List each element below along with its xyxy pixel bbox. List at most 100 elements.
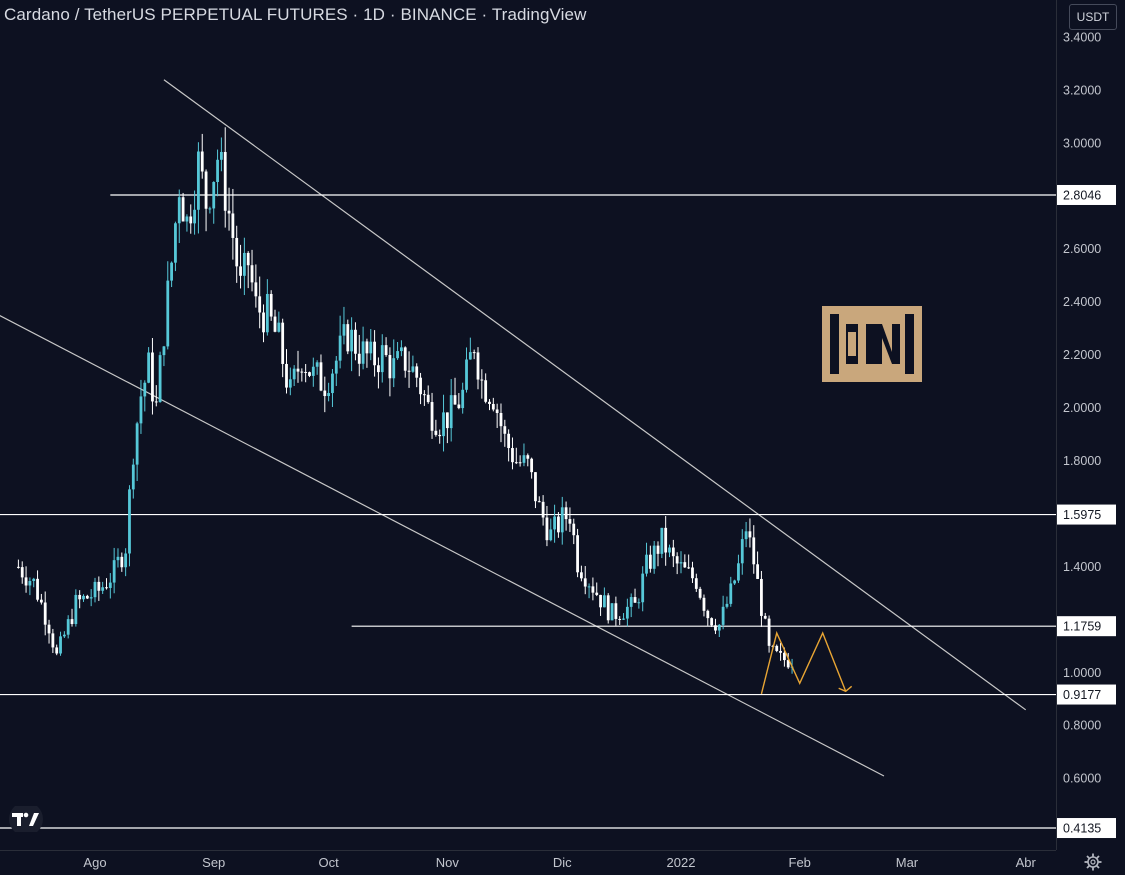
candle-body: [411, 366, 415, 372]
candle-body: [698, 588, 702, 598]
candle-body: [545, 517, 549, 541]
y-tick-label: 1.8000: [1063, 454, 1101, 468]
candle-body: [400, 347, 403, 352]
candle-body: [641, 573, 645, 603]
candle-body: [269, 293, 273, 317]
candle-body: [465, 359, 468, 390]
candle-body: [419, 377, 422, 395]
candle-body: [664, 527, 668, 553]
candle-body: [17, 566, 20, 568]
candle-body: [189, 216, 193, 224]
candle-body: [560, 507, 564, 533]
candle-body: [304, 371, 308, 373]
candle-body: [710, 618, 714, 626]
candle-body: [235, 237, 239, 267]
candle-body: [537, 501, 541, 503]
candle-body: [491, 403, 495, 410]
candle-body: [694, 578, 698, 589]
candle-body: [319, 362, 323, 391]
price-axis-divider: [1056, 0, 1057, 850]
candle-body: [476, 352, 480, 380]
candle-body: [422, 394, 426, 396]
candle-body: [484, 380, 488, 402]
candle-body: [614, 603, 618, 619]
tradingview-logo-icon[interactable]: [8, 806, 44, 832]
candle-body: [786, 660, 790, 668]
candle-body: [93, 581, 97, 598]
candle-body: [281, 322, 285, 364]
candle-body: [683, 562, 687, 568]
candle-body: [595, 592, 599, 595]
candle-body: [254, 282, 258, 297]
candle-body: [212, 181, 216, 209]
candle-body: [488, 401, 491, 404]
candle-body: [430, 402, 434, 431]
x-tick-label: Ago: [83, 855, 106, 870]
candle-body: [327, 393, 331, 397]
candle-body: [740, 539, 744, 564]
candle-body: [480, 379, 484, 381]
candle-body: [668, 547, 671, 553]
candle-body: [373, 341, 376, 366]
candle-body: [181, 197, 185, 222]
date-axis-divider: [0, 850, 1056, 851]
candle-body: [174, 223, 177, 263]
candle-body: [200, 151, 204, 172]
candle-body: [553, 516, 556, 530]
candle-body: [315, 362, 319, 367]
candle-body: [652, 545, 656, 569]
candle-body: [438, 434, 442, 437]
y-tick-label: 1.0000: [1063, 666, 1101, 680]
candle-body: [323, 390, 327, 397]
candle-body: [779, 650, 782, 653]
candle-body: [526, 455, 530, 459]
candle-body: [648, 554, 652, 569]
x-tick-label: Nov: [436, 855, 460, 870]
candle-body: [744, 531, 748, 540]
candle-body: [108, 582, 112, 588]
candle-body: [625, 606, 629, 619]
candle-body: [499, 412, 503, 427]
candle-body: [783, 652, 786, 661]
candle-body: [549, 529, 553, 541]
chart-title: Cardano / TetherUS PERPETUAL FUTURES · 1…: [4, 5, 587, 24]
y-tick-label: 0.8000: [1063, 719, 1101, 733]
level-price-label: 0.4135: [1063, 822, 1101, 836]
candle-body: [223, 151, 227, 211]
gear-icon[interactable]: [1083, 852, 1103, 872]
candle-body: [514, 462, 518, 464]
candle-body: [602, 595, 606, 608]
candle-body: [357, 353, 361, 364]
candle-body: [541, 501, 545, 518]
y-tick-label: 3.4000: [1063, 30, 1101, 44]
upper-channel-trendline: [163, 79, 1027, 711]
candle-body: [369, 341, 373, 354]
candle-body: [120, 556, 124, 568]
candle-body: [645, 554, 648, 574]
candle-body: [396, 351, 399, 359]
candle-body: [568, 519, 572, 524]
level-price-tag: [1057, 684, 1116, 705]
candle-body: [285, 363, 288, 388]
x-tick-label: 2022: [667, 855, 696, 870]
candle-body: [426, 394, 430, 403]
candle-body: [219, 151, 223, 160]
candle-body: [334, 360, 338, 374]
candle-body: [610, 603, 614, 621]
candle-body: [691, 567, 694, 579]
level-price-tag: [1057, 616, 1116, 637]
candle-body: [377, 365, 380, 373]
candle-body: [392, 358, 396, 379]
candle-body: [388, 355, 392, 379]
candle-body: [143, 382, 147, 397]
x-tick-label: Oct: [319, 855, 340, 870]
candle-body: [246, 252, 250, 266]
currency-button[interactable]: USDT: [1069, 4, 1117, 30]
x-tick-label: Feb: [789, 855, 811, 870]
candle-body: [39, 599, 43, 603]
candle-body: [354, 329, 357, 354]
candle-body: [250, 265, 254, 283]
candle-body: [530, 458, 534, 473]
candle-body: [292, 368, 296, 380]
